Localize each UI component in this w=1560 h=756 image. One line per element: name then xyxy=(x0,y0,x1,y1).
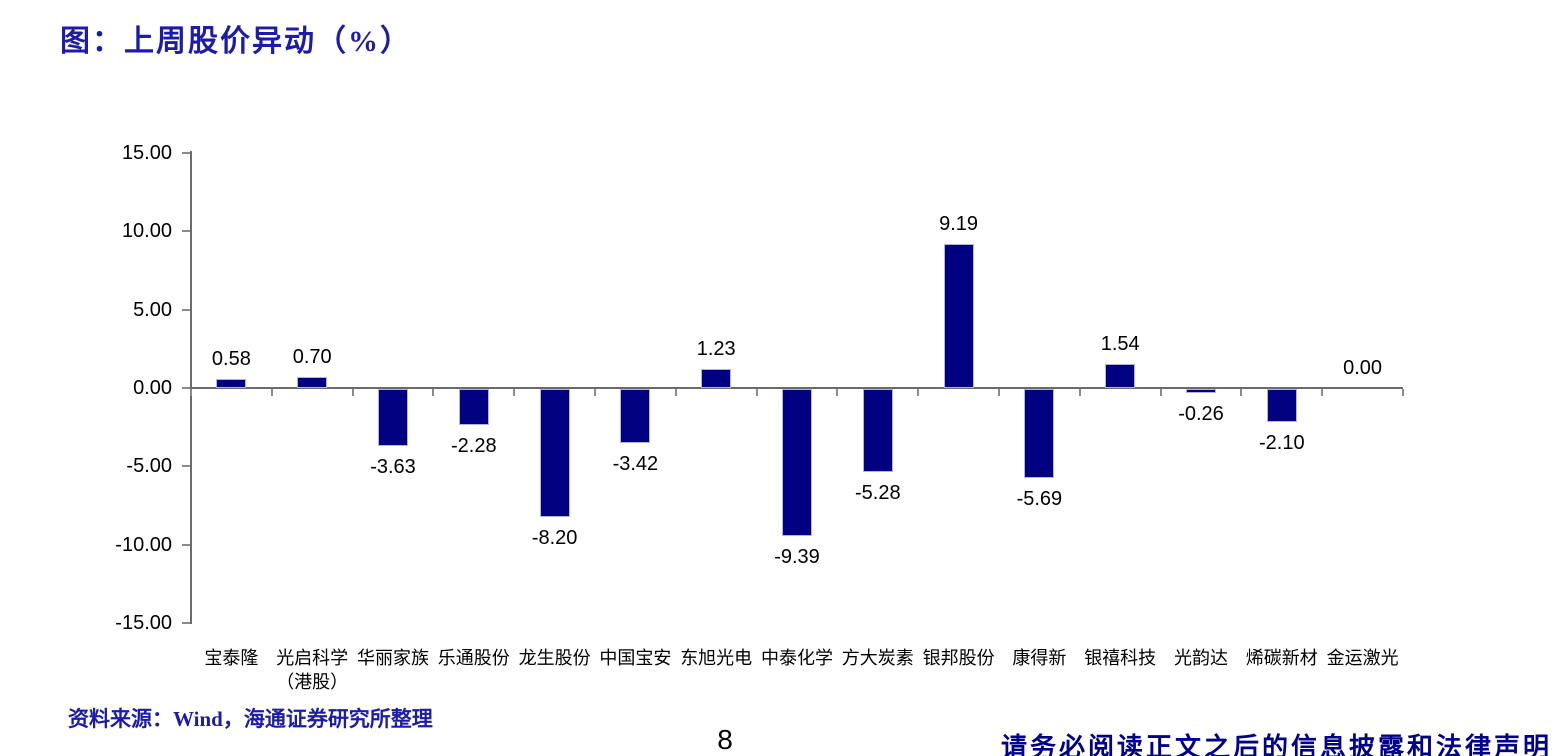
category-label-line1: 东旭光电 xyxy=(680,648,753,668)
chart-title: 图：上周股价异动（%） xyxy=(60,25,412,58)
x-tick xyxy=(1402,389,1404,396)
bar xyxy=(1024,389,1055,479)
category-label: 康得新 xyxy=(999,646,1080,670)
y-tick xyxy=(182,465,190,468)
bar-value-label: -5.69 xyxy=(1016,488,1063,511)
bar-value-label: 0.58 xyxy=(211,347,251,370)
category-label-line1: 宝泰隆 xyxy=(204,648,259,668)
bar xyxy=(1186,389,1216,394)
category-label-line1: 中泰化学 xyxy=(760,648,833,668)
category-label: 宝泰隆 xyxy=(191,646,272,670)
bar-value-label: -2.28 xyxy=(451,434,497,457)
bar-value-label: 0.00 xyxy=(1343,357,1383,379)
y-tick xyxy=(182,230,190,233)
y-tick-label: -5.00 xyxy=(126,455,172,478)
category-label-line1: 华丽家族 xyxy=(356,648,429,668)
bar xyxy=(378,389,408,446)
y-tick xyxy=(182,308,190,311)
bar-value-label: -0.26 xyxy=(1178,403,1224,426)
x-tick xyxy=(1159,389,1162,396)
bar xyxy=(297,377,328,388)
bar-value-label: -2.10 xyxy=(1259,431,1305,454)
bar-chart: 15.00 10.00 5.00 0.00 -5.00 -10.00 -15.00 0.58… xyxy=(0,130,1560,700)
y-tick-label: -10.00 xyxy=(115,533,172,556)
x-tick xyxy=(917,389,920,396)
y-tick-label: 5.00 xyxy=(133,298,172,321)
category-label-line1: 方大炭素 xyxy=(841,648,914,668)
category-label: 光韵达 xyxy=(1161,646,1242,670)
category-label: 中国宝安 xyxy=(595,646,676,670)
source-note: 资料来源：Wind，海通证券研究所整理 xyxy=(68,707,433,731)
disclaimer: 请务必阅读正文之后的信息披露和法律声明 xyxy=(1000,733,1552,756)
category-label-line1: 光启科学 xyxy=(276,648,349,668)
bar xyxy=(539,389,570,518)
category-label: 龙生股份 xyxy=(514,646,595,670)
bar-value-label: 1.23 xyxy=(696,337,736,360)
y-tick xyxy=(182,543,190,546)
bar xyxy=(862,389,893,472)
bar xyxy=(782,389,812,537)
category-label: 方大炭素 xyxy=(837,646,918,670)
category-label-line1: 银邦股份 xyxy=(922,648,995,668)
x-tick xyxy=(755,389,758,396)
x-tick xyxy=(1240,389,1243,396)
bar xyxy=(943,244,974,388)
bar-value-label: 9.19 xyxy=(939,213,979,236)
category-label-line1: 乐通股份 xyxy=(437,648,510,668)
bar xyxy=(701,368,732,388)
x-tick xyxy=(674,389,677,396)
bar-value-label: -9.39 xyxy=(774,546,820,569)
bar xyxy=(458,389,489,425)
category-label: 中泰化学 xyxy=(757,646,838,670)
category-label-line1: 光韵达 xyxy=(1173,648,1228,668)
x-axis-line xyxy=(184,387,1403,389)
bar-value-label: 1.54 xyxy=(1100,332,1140,355)
category-label: 东旭光电 xyxy=(676,646,757,670)
category-label: 银禧科技 xyxy=(1080,646,1161,670)
category-label-line1: 烯碳新材 xyxy=(1245,648,1318,668)
category-label-line1: 康得新 xyxy=(1012,648,1067,668)
y-tick xyxy=(182,387,190,389)
category-label: 烯碳新材 xyxy=(1241,646,1322,670)
bar-value-label: -3.42 xyxy=(612,452,659,475)
x-tick xyxy=(836,389,839,396)
bar-value-label: -8.20 xyxy=(531,527,578,550)
x-tick xyxy=(190,389,192,396)
bar-value-label: 0.70 xyxy=(292,346,332,369)
x-tick xyxy=(1321,389,1324,396)
category-label: 银邦股份 xyxy=(918,646,999,670)
x-tick xyxy=(998,389,1000,396)
y-tick-label: 0.00 xyxy=(133,377,172,399)
y-tick xyxy=(182,151,190,154)
category-label-line2: （港股） xyxy=(276,672,349,692)
x-tick xyxy=(432,389,435,396)
bar xyxy=(1105,363,1136,388)
bar xyxy=(216,378,247,388)
category-label-line1: 银禧科技 xyxy=(1084,648,1157,668)
bar-value-label: -5.28 xyxy=(855,481,901,504)
category-label-line1: 中国宝安 xyxy=(599,648,672,668)
y-tick-label: -15.00 xyxy=(115,612,172,634)
category-label: 金运激光 xyxy=(1322,646,1403,670)
x-tick xyxy=(270,389,273,396)
x-tick xyxy=(1078,389,1081,396)
bar xyxy=(1266,389,1297,422)
category-label-line1: 龙生股份 xyxy=(518,648,591,668)
y-tick-label: 15.00 xyxy=(121,141,172,164)
page-number: 8 xyxy=(717,724,733,755)
x-tick xyxy=(351,389,354,396)
category-label: 乐通股份 xyxy=(433,646,514,670)
bar-value-label: -3.63 xyxy=(370,455,416,478)
x-tick xyxy=(513,389,516,396)
y-tick-label: 10.00 xyxy=(121,220,172,243)
x-tick xyxy=(594,389,596,396)
y-tick xyxy=(182,622,190,624)
bar xyxy=(620,389,651,443)
category-label-line1: 金运激光 xyxy=(1326,648,1399,668)
category-label: 光启科学 （港股） xyxy=(272,646,353,694)
category-label: 华丽家族 xyxy=(353,646,434,670)
